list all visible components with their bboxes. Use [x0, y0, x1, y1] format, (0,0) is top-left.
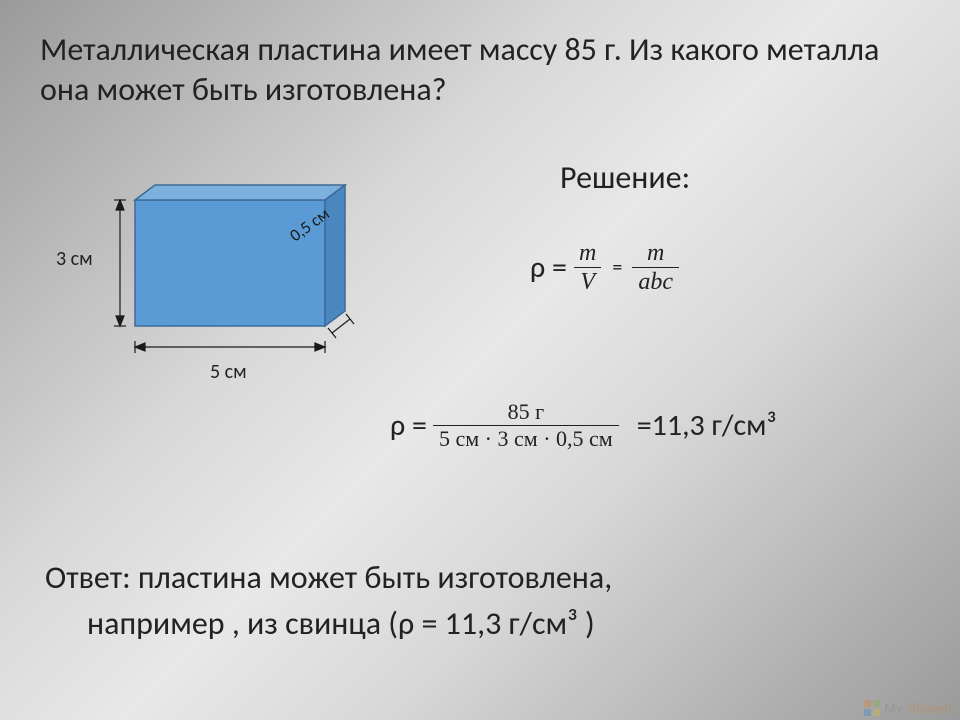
solution-heading: Решение: — [560, 158, 690, 197]
frac3-den: 5 см · 3 см · 0,5 см — [433, 425, 619, 451]
plate-diagram: 0,5 см 3 см 5 см — [80, 165, 400, 395]
frac2-num: m — [641, 240, 670, 267]
cuboid — [135, 185, 345, 326]
result-value: =11,3 г/см³ — [637, 407, 777, 444]
answer-line-1: Ответ: пластина может быть изготовлена, — [45, 558, 612, 597]
fraction-m-over-abc: m abc — [632, 240, 679, 296]
equals-sign-1: = — [612, 256, 622, 280]
answer-block: Ответ: пластина может быть изготовлена, … — [45, 555, 925, 648]
dim-height — [114, 200, 126, 326]
watermark-my: My — [884, 700, 903, 716]
frac2-den: abc — [632, 267, 679, 295]
watermark-shared: Shared — [907, 700, 952, 716]
formula-line-2: ρ = 85 г 5 см · 3 см · 0,5 см =11,3 г/см… — [390, 400, 777, 451]
frac1-num: m — [573, 240, 602, 267]
fraction-m-over-v: m V — [573, 240, 602, 296]
problem-title: Металлическая пластина имеет массу 85 г.… — [40, 30, 920, 110]
frac3-num: 85 г — [502, 400, 551, 425]
watermark: My Shared — [864, 700, 952, 716]
rho-equals-1: ρ = — [530, 249, 567, 286]
formula-line-1: ρ = m V = m abc — [530, 240, 685, 296]
dim-width — [135, 341, 325, 353]
rho-equals-2: ρ = — [390, 407, 427, 444]
watermark-logo-icon — [864, 700, 880, 716]
width-label: 5 см — [210, 360, 247, 384]
fraction-numeric: 85 г 5 см · 3 см · 0,5 см — [433, 400, 619, 451]
answer-line-2: например , из свинца (ρ = 11,3 г/см³ ) — [45, 601, 925, 647]
frac1-den: V — [574, 267, 601, 295]
height-label: 3 см — [56, 247, 93, 271]
